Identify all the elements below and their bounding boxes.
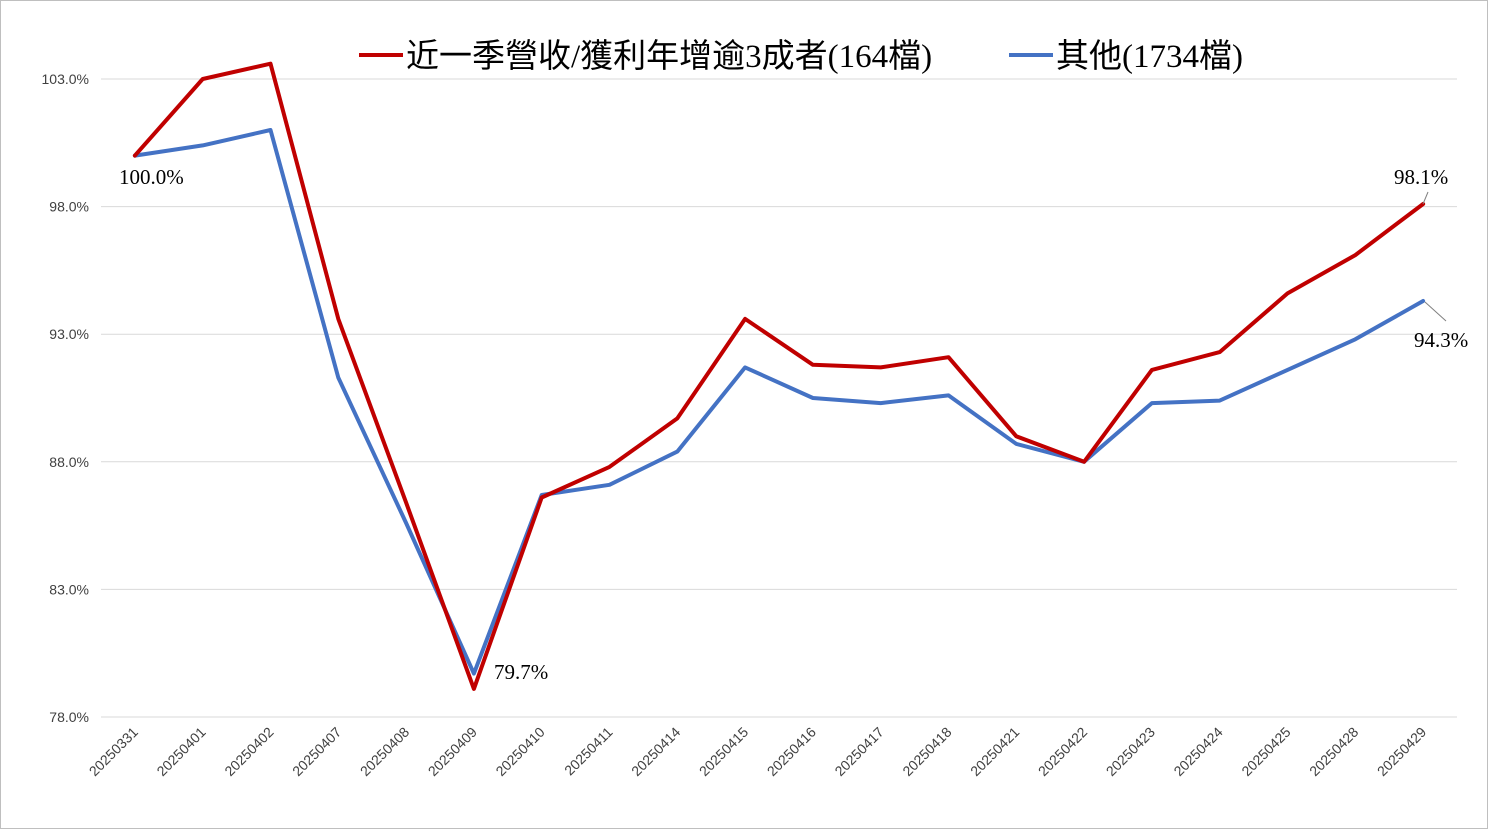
series-line-blue (132, 128, 1426, 676)
leader-line-end-blue (1424, 301, 1447, 322)
x-tick-label: 20250331 (86, 724, 142, 780)
x-tick-label: 20250410 (492, 724, 548, 780)
legend-label-blue: 其他(1734檔) (1056, 38, 1243, 75)
x-tick-label: 20250417 (831, 724, 887, 780)
x-tick-label: 20250401 (153, 724, 209, 780)
series-lines (132, 61, 1426, 691)
x-tick-label: 20250424 (1170, 724, 1226, 780)
x-tick-label: 20250402 (221, 724, 277, 780)
x-tick-label: 20250423 (1103, 724, 1159, 780)
data-label-end-red: 98.1% (1394, 165, 1448, 189)
legend: 近一季營收/獲利年增逾3成者(164檔) 其他(1734檔) (359, 38, 1243, 75)
x-tick-label: 20250411 (561, 724, 616, 779)
x-tick-label: 20250425 (1238, 724, 1294, 780)
gridlines (101, 78, 1457, 718)
x-tick-label: 20250415 (696, 724, 752, 780)
legend-label-red: 近一季營收/獲利年增逾3成者(164檔) (406, 38, 932, 75)
data-label-start: 100.0% (119, 165, 184, 189)
x-tick-label: 20250416 (764, 724, 820, 780)
y-tick-label: 103.0% (42, 71, 89, 87)
x-tick-label: 20250418 (899, 724, 955, 780)
y-axis-ticks: 78.0% 83.0% 88.0% 93.0% 98.0% 103.0% (42, 71, 89, 725)
x-axis-ticks: 20250331 20250401 20250402 20250407 20250408… (86, 724, 1430, 780)
data-labels: 100.0% 79.7% 98.1% 94.3% (119, 165, 1468, 684)
x-tick-label: 20250409 (425, 724, 481, 780)
y-tick-label: 83.0% (49, 581, 89, 597)
x-tick-label: 20250422 (1035, 724, 1091, 780)
data-label-end-blue: 94.3% (1414, 328, 1468, 352)
y-tick-label: 78.0% (49, 709, 89, 725)
y-tick-label: 88.0% (49, 454, 89, 470)
y-tick-label: 98.0% (49, 199, 89, 215)
series-line-red (132, 61, 1426, 691)
y-tick-label: 93.0% (49, 326, 89, 342)
x-tick-label: 20250408 (357, 724, 413, 780)
x-tick-label: 20250428 (1306, 724, 1362, 780)
x-tick-label: 20250429 (1374, 724, 1430, 780)
x-tick-label: 20250414 (628, 724, 684, 780)
data-label-min: 79.7% (494, 660, 548, 684)
leader-line-end-red (1422, 191, 1429, 205)
x-tick-label: 20250407 (289, 724, 345, 780)
x-tick-label: 20250421 (967, 724, 1023, 780)
